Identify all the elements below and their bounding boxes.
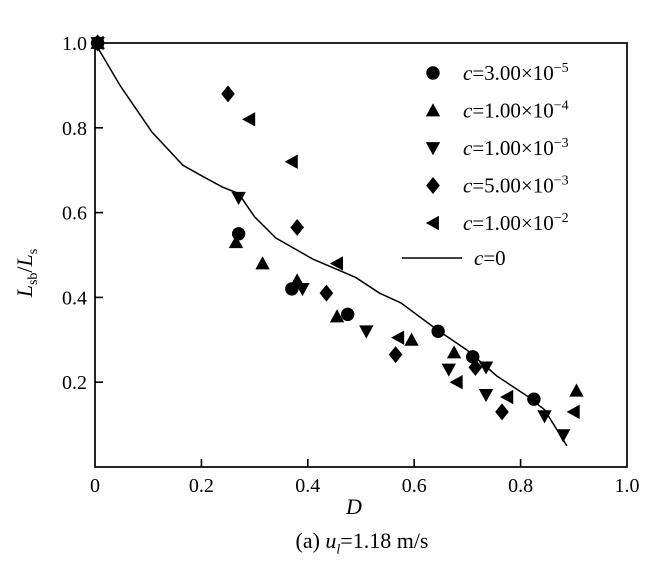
data-point-series-3 <box>231 191 246 205</box>
caption-prefix: (a) <box>295 528 326 553</box>
legend-marker-triangle-down <box>425 142 441 156</box>
y-tick-label: 0.2 <box>62 372 87 394</box>
x-axis-label: D <box>346 494 362 519</box>
y-tick-label: 0.4 <box>62 287 87 309</box>
y-label-subscript-2: s <box>26 248 42 255</box>
data-point-series-3 <box>295 283 310 297</box>
data-point-series-4 <box>221 85 235 103</box>
plot-frame <box>94 42 628 468</box>
legend-label: c=1.00×10−3 <box>463 136 569 160</box>
data-point-series-1 <box>431 324 445 339</box>
x-tick-label: 0.8 <box>508 475 533 497</box>
legend-marker-diamond <box>426 177 440 194</box>
data-point-series-4 <box>290 218 304 236</box>
data-point-series-1 <box>527 392 541 406</box>
data-point-series-5 <box>284 154 298 169</box>
legend-marker-triangle-up <box>425 103 441 117</box>
data-point-series-5 <box>391 330 405 345</box>
x-tick-label: 0.4 <box>295 475 320 497</box>
subplot-caption: (a) ul=1.18 m/s <box>295 528 428 558</box>
data-point-series-5 <box>242 112 256 127</box>
data-point-series-4 <box>319 284 334 302</box>
legend-label-line: c=0 <box>474 246 506 270</box>
y-tick-label: 0.6 <box>62 203 87 225</box>
y-tick-label: 1.0 <box>62 33 87 55</box>
data-point-series-5 <box>566 404 580 420</box>
legend-label: c=1.00×10−2 <box>463 211 569 235</box>
y-label-symbol-2: L <box>11 254 37 267</box>
data-point-series-3 <box>478 361 494 375</box>
legend-marker-triangle-left <box>425 215 439 231</box>
data-point-series-1 <box>231 227 246 241</box>
legend-label: c=3.00×10−5 <box>463 61 569 85</box>
data-point-series-3 <box>478 389 494 403</box>
data-point-series-2 <box>228 235 244 249</box>
data-point-series-3 <box>441 363 456 377</box>
data-point-series-4 <box>468 358 483 376</box>
x-tick-label: 0.2 <box>189 475 214 497</box>
data-point-series-2 <box>404 332 419 346</box>
caption-variable: u <box>325 528 337 553</box>
legend-label: c=5.00×10−3 <box>463 174 569 198</box>
data-point-series-1 <box>341 307 355 322</box>
data-point-series-5 <box>329 256 343 271</box>
legend-label: c=1.00×10−4 <box>463 99 569 123</box>
data-point-series-2 <box>446 345 462 359</box>
y-label-subscript: sb <box>26 272 42 286</box>
caption-subscript: l <box>336 542 341 558</box>
y-label-slash: / <box>11 266 37 273</box>
y-axis-label: Lsb/Ls <box>12 249 42 298</box>
x-tick-label: 0 <box>90 475 100 497</box>
data-point-series-2 <box>329 309 345 323</box>
c0-curve <box>94 42 568 447</box>
y-label-symbol: L <box>11 285 37 298</box>
y-tick-label: 0.8 <box>62 118 87 140</box>
data-point-series-3 <box>359 325 374 339</box>
x-tick-label: 1.0 <box>615 475 640 497</box>
data-point-series-3 <box>555 429 571 443</box>
data-point-series-2 <box>569 383 584 397</box>
data-point-series-3 <box>537 410 552 424</box>
data-point-series-4 <box>495 403 509 421</box>
data-point-series-4 <box>388 346 403 364</box>
x-tick-label: 0.6 <box>402 475 427 497</box>
data-point-series-5 <box>500 389 514 405</box>
data-point-series-5 <box>90 35 104 51</box>
legend-marker-circle <box>426 66 440 80</box>
data-point-series-5 <box>449 375 463 390</box>
caption-value: =1.18 m/s <box>340 528 429 553</box>
data-point-series-2 <box>255 256 270 270</box>
